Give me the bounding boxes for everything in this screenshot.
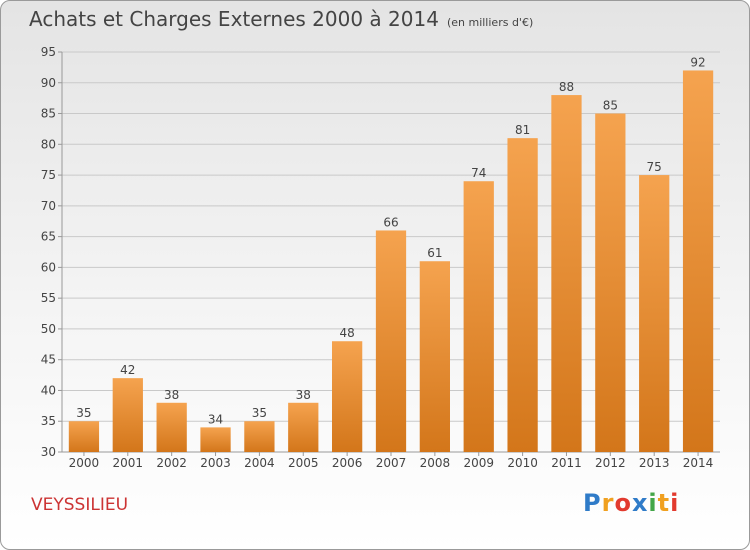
bar: [595, 113, 626, 453]
bar-value-label: 42: [120, 363, 135, 377]
x-tick-label: 2009: [463, 456, 494, 470]
bar: [463, 181, 494, 452]
bar: [200, 427, 231, 452]
y-tick-label: 50: [41, 322, 56, 336]
x-tick-label: 2002: [156, 456, 187, 470]
x-tick-label: 2012: [595, 456, 626, 470]
bar: [288, 402, 319, 452]
logo-letter: x: [631, 489, 649, 517]
x-tick-label: 2011: [551, 456, 582, 470]
x-tick-label: 2007: [376, 456, 407, 470]
bar: [68, 421, 100, 452]
bar-value-label: 74: [471, 166, 486, 180]
x-tick-label: 2005: [288, 456, 319, 470]
bar-value-label: 61: [427, 246, 442, 260]
logo-letter: r: [601, 489, 615, 517]
y-tick-label: 70: [41, 199, 56, 213]
bar-value-label: 85: [603, 99, 618, 113]
logo-letter: t: [657, 489, 671, 517]
chart-subtitle: (en milliers d'€): [446, 16, 534, 29]
x-tick-label: 2006: [332, 456, 363, 470]
bar-value-label: 75: [647, 160, 662, 174]
logo-letter: P: [583, 489, 602, 517]
bar-value-label: 35: [76, 406, 91, 420]
y-tick-label: 30: [41, 445, 56, 459]
x-tick-label: 2008: [420, 456, 451, 470]
commune-name: VEYSSILIEU: [31, 495, 129, 515]
x-tick-label: 2013: [639, 456, 670, 470]
proxiti-logo: Proxiti: [583, 489, 679, 517]
y-tick-label: 45: [41, 353, 56, 367]
bar-value-label: 38: [296, 388, 311, 402]
x-tick-label: 2001: [113, 456, 144, 470]
bar: [551, 95, 582, 453]
y-tick-label: 80: [41, 137, 56, 151]
logo-letter: i: [670, 489, 680, 517]
y-tick-label: 85: [41, 107, 56, 121]
bar-value-label: 92: [690, 55, 705, 69]
bar: [244, 421, 275, 452]
x-tick-label: 2004: [244, 456, 275, 470]
x-tick-label: 2003: [200, 456, 231, 470]
bar-value-label: 88: [559, 80, 574, 94]
bar-value-label: 48: [339, 326, 354, 340]
y-tick-label: 75: [41, 168, 56, 182]
bar: [156, 402, 187, 452]
bar: [375, 230, 407, 452]
y-tick-label: 60: [41, 260, 56, 274]
y-tick-label: 55: [41, 291, 56, 305]
bar-value-label: 35: [252, 406, 267, 420]
y-tick-label: 35: [41, 414, 56, 428]
bar: [331, 341, 363, 452]
x-tick-label: 2014: [683, 456, 714, 470]
logo-letter: i: [648, 489, 658, 517]
chart-title-text: Achats et Charges Externes 2000 à 2014: [29, 7, 439, 31]
y-tick-label: 65: [41, 230, 56, 244]
bar-value-label: 66: [383, 215, 398, 229]
bar-value-label: 34: [208, 412, 223, 426]
x-tick-label: 2000: [69, 456, 100, 470]
bar: [112, 378, 143, 452]
logo-letter: o: [614, 489, 632, 517]
y-tick-label: 40: [41, 383, 56, 397]
x-tick-label: 2010: [507, 456, 538, 470]
bar: [639, 175, 670, 453]
chart-title: Achats et Charges Externes 2000 à 2014 (e…: [29, 7, 533, 31]
bar-value-label: 38: [164, 388, 179, 402]
y-tick-label: 90: [41, 76, 56, 90]
bar: [682, 70, 714, 452]
bar: [419, 261, 451, 452]
bar: [507, 138, 538, 452]
bar-value-label: 81: [515, 123, 530, 137]
y-tick-label: 95: [41, 45, 56, 59]
